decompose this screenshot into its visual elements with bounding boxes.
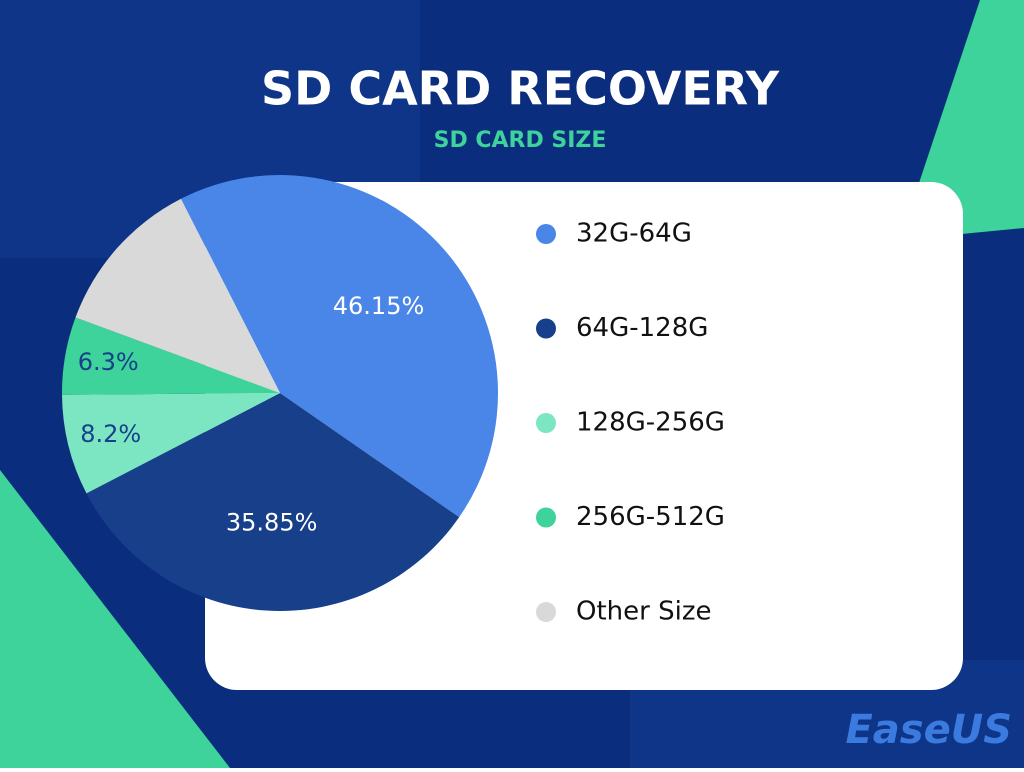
data-label: 35.85%	[226, 509, 318, 537]
legend-marker	[536, 224, 556, 244]
legend-label: 64G-128G	[576, 313, 708, 343]
pie-slice	[181, 175, 498, 518]
chart-title: SD CARD RECOVERY	[261, 62, 780, 116]
bg-shape	[900, 0, 1024, 240]
pie-slice	[75, 198, 280, 393]
legend-marker	[536, 413, 556, 433]
brand-logo: EaseUS	[845, 707, 1012, 753]
pie-slice	[62, 317, 280, 395]
legend-label: Other Size	[576, 597, 711, 627]
legend-marker	[536, 318, 556, 339]
legend-label: 128G-256G	[576, 408, 725, 438]
legend: 32G-64G 64G-128G 128G-256G 256G-512G Other S…	[536, 219, 725, 627]
legend-marker	[536, 602, 556, 622]
pie-slice	[86, 393, 460, 611]
data-label: 46.15%	[333, 292, 425, 320]
bg-shape	[0, 470, 230, 768]
pie-slice	[62, 393, 280, 494]
legend-marker	[536, 507, 556, 528]
data-label: 6.3%	[78, 348, 139, 376]
legend-label: 32G-64G	[576, 219, 692, 249]
chart-subtitle: SD CARD SIZE	[434, 128, 607, 153]
legend-label: 256G-512G	[576, 502, 725, 532]
pie: 46.15% 35.85% 8.2% 6.3%	[62, 175, 498, 611]
data-label: 8.2%	[80, 420, 141, 448]
